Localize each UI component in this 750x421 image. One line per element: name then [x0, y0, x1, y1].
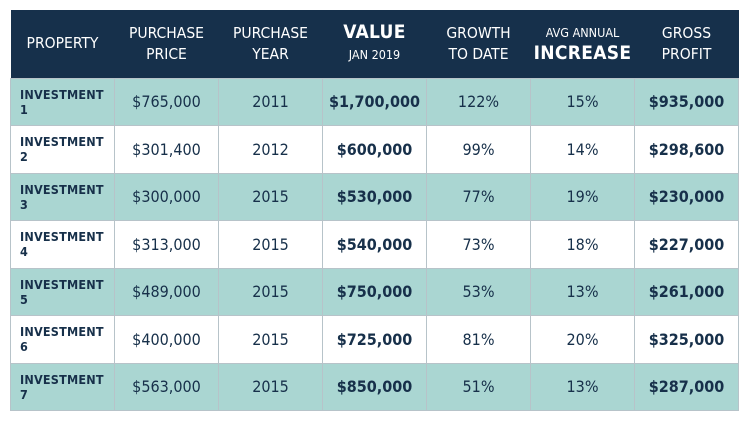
- col-header-line2: YEAR: [252, 44, 289, 63]
- col-header-line2: PROFIT: [661, 44, 712, 63]
- gross-profit-cell: $325,000: [634, 315, 739, 364]
- value-cell: $530,000: [322, 172, 427, 221]
- purchase-year-cell: 2015: [218, 362, 323, 411]
- table-row: INVESTMENT 7 $563,000 2015 $850,000 51% 13% $2…: [10, 362, 739, 411]
- property-name-cell: INVESTMENT 3: [10, 172, 115, 221]
- value-cell: $850,000: [322, 362, 427, 411]
- purchase-price-cell: $301,400: [114, 125, 219, 174]
- purchase-price-cell: $765,000: [114, 77, 219, 126]
- growth-cell: 77%: [426, 172, 531, 221]
- purchase-year-cell: 2012: [218, 125, 323, 174]
- table-row: INVESTMENT 4 $313,000 2015 $540,000 73% 18% $2…: [10, 220, 739, 269]
- col-header-line2: JAN 2019: [348, 47, 401, 63]
- gross-profit-cell: $230,000: [634, 172, 739, 221]
- purchase-price-cell: $400,000: [114, 315, 219, 364]
- col-header-line2: TO DATE: [448, 44, 509, 63]
- purchase-price-cell: $489,000: [114, 267, 219, 316]
- purchase-year-cell: 2015: [218, 172, 323, 221]
- col-header-value: VALUE JAN 2019: [322, 10, 427, 78]
- col-header-line1: PURCHASE: [129, 23, 204, 42]
- growth-cell: 122%: [426, 77, 531, 126]
- table-row: INVESTMENT 5 $489,000 2015 $750,000 53% 13% $2…: [10, 267, 739, 316]
- gross-profit-cell: $287,000: [634, 362, 739, 411]
- avg-increase-cell: 15%: [530, 77, 635, 126]
- growth-cell: 51%: [426, 362, 531, 411]
- table-row: INVESTMENT 3 $300,000 2015 $530,000 77% 19% $2…: [10, 172, 739, 221]
- header-row: PROPERTY PURCHASE PRICE PURCHASE YEAR VA…: [10, 10, 739, 78]
- growth-cell: 99%: [426, 125, 531, 174]
- table-row: INVESTMENT 6 $400,000 2015 $725,000 81% 20% $3…: [10, 315, 739, 364]
- col-header-line1: VALUE: [343, 21, 406, 44]
- col-header-line1: PURCHASE: [233, 23, 308, 42]
- purchase-price-cell: $563,000: [114, 362, 219, 411]
- col-header-line1: GROSS: [661, 23, 712, 42]
- col-header-line1: AVG ANNUAL: [545, 25, 620, 41]
- value-cell: $750,000: [322, 267, 427, 316]
- value-cell: $1,700,000: [322, 77, 427, 126]
- growth-cell: 53%: [426, 267, 531, 316]
- gross-profit-cell: $935,000: [634, 77, 739, 126]
- avg-increase-cell: 20%: [530, 315, 635, 364]
- gross-profit-cell: $261,000: [634, 267, 739, 316]
- purchase-year-cell: 2015: [218, 315, 323, 364]
- avg-increase-cell: 13%: [530, 362, 635, 411]
- investment-table-container: PROPERTY PURCHASE PRICE PURCHASE YEAR VA…: [10, 10, 739, 411]
- col-header-avg-increase: AVG ANNUAL INCREASE: [530, 10, 635, 78]
- growth-cell: 73%: [426, 220, 531, 269]
- value-cell: $600,000: [322, 125, 427, 174]
- investment-table: PROPERTY PURCHASE PRICE PURCHASE YEAR VA…: [10, 10, 739, 411]
- purchase-price-cell: $313,000: [114, 220, 219, 269]
- purchase-year-cell: 2015: [218, 220, 323, 269]
- table-row: INVESTMENT 2 $301,400 2012 $600,000 99% 14% $2…: [10, 125, 739, 174]
- property-name-cell: INVESTMENT 6: [10, 315, 115, 364]
- avg-increase-cell: 14%: [530, 125, 635, 174]
- value-cell: $540,000: [322, 220, 427, 269]
- purchase-price-cell: $300,000: [114, 172, 219, 221]
- table-body: INVESTMENT 1 $765,000 2011 $1,700,000 122% 15…: [10, 77, 739, 411]
- col-header-purchase-price: PURCHASE PRICE: [114, 10, 219, 78]
- property-name-cell: INVESTMENT 4: [10, 220, 115, 269]
- purchase-year-cell: 2015: [218, 267, 323, 316]
- col-header-line2: PRICE: [146, 44, 187, 63]
- avg-increase-cell: 18%: [530, 220, 635, 269]
- value-cell: $725,000: [322, 315, 427, 364]
- table-row: INVESTMENT 1 $765,000 2011 $1,700,000 122% 15…: [10, 77, 739, 126]
- col-header-line1: PROPERTY: [26, 34, 99, 53]
- gross-profit-cell: $298,600: [634, 125, 739, 174]
- gross-profit-cell: $227,000: [634, 220, 739, 269]
- col-header-line1: GROWTH: [446, 23, 511, 42]
- avg-increase-cell: 19%: [530, 172, 635, 221]
- growth-cell: 81%: [426, 315, 531, 364]
- col-header-growth: GROWTH TO DATE: [426, 10, 531, 78]
- col-header-line2: INCREASE: [533, 42, 632, 65]
- property-name-cell: INVESTMENT 7: [10, 362, 115, 411]
- avg-increase-cell: 13%: [530, 267, 635, 316]
- col-header-gross-profit: GROSS PROFIT: [634, 10, 739, 78]
- property-name-cell: INVESTMENT 2: [10, 125, 115, 174]
- col-header-purchase-year: PURCHASE YEAR: [218, 10, 323, 78]
- col-header-property: PROPERTY: [10, 10, 115, 78]
- purchase-year-cell: 2011: [218, 77, 323, 126]
- property-name-cell: INVESTMENT 1: [10, 77, 115, 126]
- property-name-cell: INVESTMENT 5: [10, 267, 115, 316]
